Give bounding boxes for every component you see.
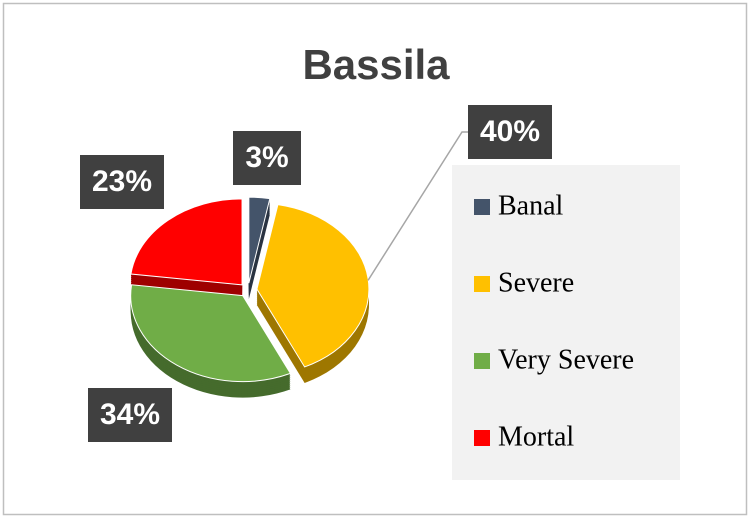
label-box xyxy=(233,131,301,185)
pie-slice xyxy=(256,204,370,368)
legend-swatch xyxy=(474,353,490,369)
chart-title: Bassila xyxy=(302,41,450,88)
legend-swatch xyxy=(474,199,490,215)
leader-line xyxy=(367,131,468,281)
legend-label: Severe xyxy=(498,267,574,298)
legend-box xyxy=(452,165,680,480)
data-label: 40% xyxy=(480,115,540,148)
data-labels: 3% 40% 34% 23% xyxy=(80,105,552,442)
label-box xyxy=(468,105,552,159)
legend: Banal Severe Very Severe Mortal xyxy=(474,190,634,452)
legend-swatch xyxy=(474,276,490,292)
legend-swatch xyxy=(474,430,490,446)
legend-label: Banal xyxy=(498,190,564,221)
legend-label: Mortal xyxy=(498,421,574,452)
legend-label: Very Severe xyxy=(498,344,634,375)
label-box xyxy=(88,388,172,442)
label-box xyxy=(80,155,164,209)
pie-slice xyxy=(130,198,243,286)
pie-slice xyxy=(248,196,271,284)
pie xyxy=(130,196,370,398)
data-label: 34% xyxy=(100,398,160,431)
data-label: 23% xyxy=(92,165,152,198)
data-label: 3% xyxy=(245,141,288,174)
pie-slice xyxy=(130,284,292,383)
